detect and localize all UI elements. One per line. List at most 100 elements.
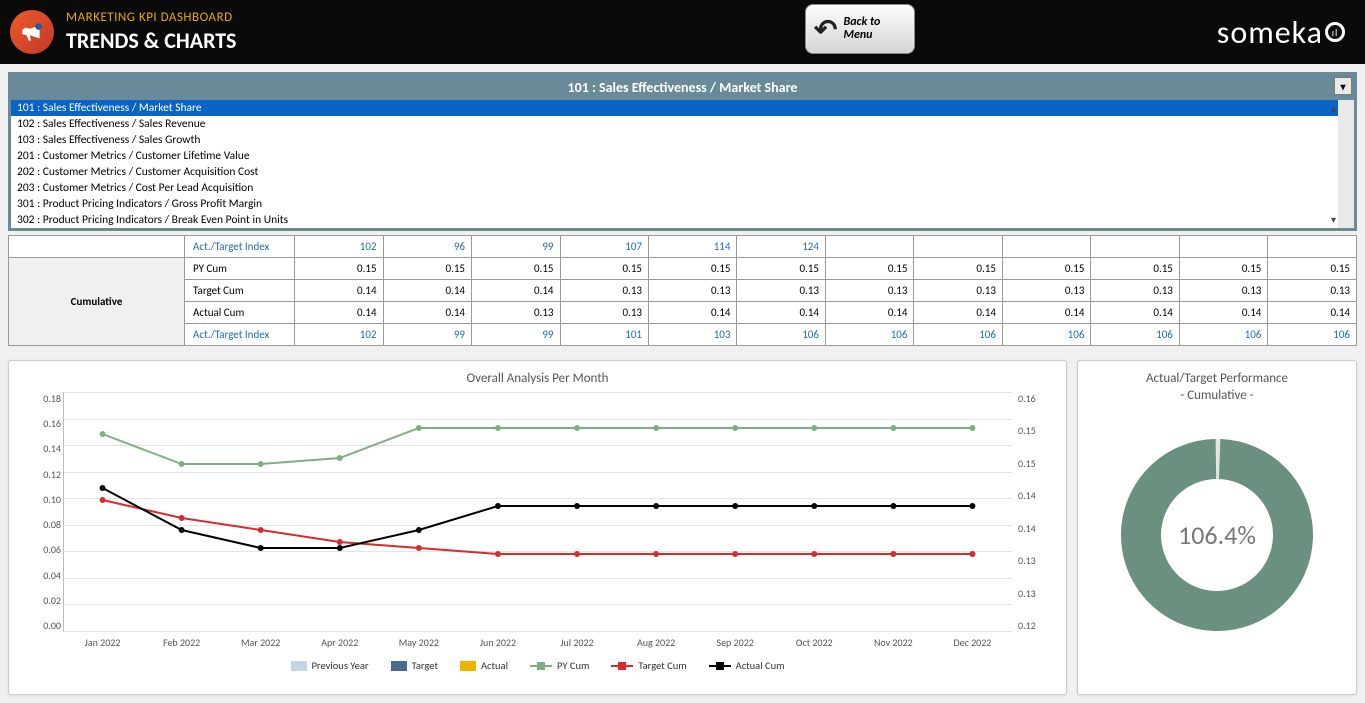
table-cell: [1091, 236, 1179, 258]
table-cell: 106: [737, 324, 825, 346]
table-cell: 0.14: [1091, 302, 1179, 324]
table-cell: 0.14: [914, 302, 1002, 324]
table-cell: 0.15: [737, 258, 825, 280]
table-cell: 0.13: [737, 280, 825, 302]
table-cell: [1179, 236, 1267, 258]
scroll-up-icon[interactable]: ▴: [1331, 102, 1336, 115]
table-cell: 0.13: [1179, 280, 1267, 302]
group-label: Cumulative: [9, 258, 185, 346]
row-label: Act./Target Index: [185, 236, 295, 258]
table-cell: 106: [1002, 324, 1090, 346]
table-row: Act./Target Index10299991011031061061061…: [9, 324, 1357, 346]
table-cell: 0.14: [383, 280, 471, 302]
table-cell: [825, 236, 913, 258]
table-cell: 106: [1268, 324, 1357, 346]
table-cell: 0.14: [472, 280, 560, 302]
table-cell: 0.14: [1002, 302, 1090, 324]
megaphone-icon: [19, 19, 45, 45]
x-tick: Jun 2022: [458, 636, 537, 649]
table-cell: [914, 236, 1002, 258]
cumulative-table: Act./Target Index1029699107114124Cumulat…: [8, 235, 1357, 346]
legend-item: Previous Year: [291, 659, 369, 672]
kpi-option[interactable]: 302 : Product Pricing Indicators / Break…: [11, 212, 1338, 228]
x-tick: Aug 2022: [617, 636, 696, 649]
dashboard-title: MARKETING KPI DASHBOARD: [66, 10, 236, 25]
table-cell: 124: [737, 236, 825, 258]
kpi-dropdown-list[interactable]: ▴ ▾ 101 : Sales Effectiveness / Market S…: [11, 100, 1354, 228]
x-tick: Sep 2022: [696, 636, 775, 649]
x-tick: Jul 2022: [537, 636, 616, 649]
table-cell: [1002, 236, 1090, 258]
header-bar: MARKETING KPI DASHBOARD TRENDS & CHARTS …: [0, 0, 1365, 64]
kpi-selector-header[interactable]: 101 : Sales Effectiveness / Market Share…: [11, 75, 1354, 100]
kpi-selector: 101 : Sales Effectiveness / Market Share…: [8, 72, 1357, 231]
table-row: Actual Cum0.140.140.130.130.140.140.140.…: [9, 302, 1357, 324]
table-cell: 0.13: [1268, 280, 1357, 302]
brand-logo: someka ıl: [1217, 13, 1345, 52]
table-cell: 0.15: [1268, 258, 1357, 280]
back-button-label: Back to Menu: [843, 16, 880, 42]
table-cell: 0.15: [825, 258, 913, 280]
table-cell: 99: [472, 236, 560, 258]
chart-title: Overall Analysis Per Month: [23, 371, 1052, 386]
table-cell: 0.15: [1179, 258, 1267, 280]
kpi-option[interactable]: 201 : Customer Metrics / Customer Lifeti…: [11, 148, 1338, 164]
chart-panels: Overall Analysis Per Month 0.180.160.140…: [8, 360, 1357, 695]
table-cell: 0.15: [472, 258, 560, 280]
table-cell: [1268, 236, 1357, 258]
back-to-menu-button[interactable]: ↶ Back to Menu: [805, 4, 915, 54]
table-cell: 0.15: [648, 258, 736, 280]
x-tick: Feb 2022: [142, 636, 221, 649]
right-y-axis: 0.160.150.150.140.140.130.130.12: [1018, 392, 1054, 632]
chart-legend: Previous YearTargetActualPY CumTarget Cu…: [23, 659, 1052, 672]
legend-item: Target Cum: [611, 659, 686, 672]
overall-analysis-chart: Overall Analysis Per Month 0.180.160.140…: [8, 360, 1067, 695]
table-cell: 0.14: [1268, 302, 1357, 324]
table-cell: 0.13: [472, 302, 560, 324]
logo-badge: [10, 10, 54, 54]
table-row: Target Cum0.140.140.140.130.130.130.130.…: [9, 280, 1357, 302]
donut-chart: 106.4%: [1117, 435, 1317, 635]
scroll-down-icon[interactable]: ▾: [1331, 213, 1336, 226]
table-cell: 0.15: [1002, 258, 1090, 280]
table-cell: 0.15: [914, 258, 1002, 280]
legend-item: Target: [391, 659, 438, 672]
table-cell: 0.14: [1179, 302, 1267, 324]
table-cell: 0.13: [825, 280, 913, 302]
table-cell: 103: [648, 324, 736, 346]
table-row: Act./Target Index1029699107114124: [9, 236, 1357, 258]
row-label: Actual Cum: [185, 302, 295, 324]
kpi-option[interactable]: 103 : Sales Effectiveness / Sales Growth: [11, 132, 1338, 148]
line-target_cum: [103, 500, 973, 554]
x-tick: Dec 2022: [933, 636, 1012, 649]
table-cell: 0.14: [648, 302, 736, 324]
row-label: Act./Target Index: [185, 324, 295, 346]
table-cell: 106: [825, 324, 913, 346]
row-label: Target Cum: [185, 280, 295, 302]
x-tick: Nov 2022: [854, 636, 933, 649]
performance-donut-panel: Actual/Target Performance - Cumulative -…: [1077, 360, 1357, 695]
x-tick: Mar 2022: [221, 636, 300, 649]
x-tick: May 2022: [379, 636, 458, 649]
kpi-option[interactable]: 203 : Customer Metrics / Cost Per Lead A…: [11, 180, 1338, 196]
table-cell: 99: [472, 324, 560, 346]
dropdown-arrow-icon[interactable]: ▾: [1334, 77, 1352, 95]
table-cell: 96: [383, 236, 471, 258]
kpi-option[interactable]: 102 : Sales Effectiveness / Sales Revenu…: [11, 116, 1338, 132]
kpi-option[interactable]: 301 : Product Pricing Indicators / Gross…: [11, 196, 1338, 212]
table-cell: 101: [560, 324, 648, 346]
table-cell: 0.13: [648, 280, 736, 302]
donut-title: Actual/Target Performance - Cumulative -: [1146, 371, 1288, 405]
page-title: TRENDS & CHARTS: [66, 27, 236, 54]
table-cell: 0.15: [1091, 258, 1179, 280]
table-cell: 99: [383, 324, 471, 346]
legend-item: Actual: [460, 659, 508, 672]
header-titles: MARKETING KPI DASHBOARD TRENDS & CHARTS: [66, 10, 236, 54]
table-cell: 0.13: [560, 302, 648, 324]
table-cell: 0.13: [1002, 280, 1090, 302]
kpi-option[interactable]: 202 : Customer Metrics / Customer Acquis…: [11, 164, 1338, 180]
table-cell: 106: [914, 324, 1002, 346]
table-cell: 106: [1179, 324, 1267, 346]
table-cell: 0.13: [1091, 280, 1179, 302]
kpi-option[interactable]: 101 : Sales Effectiveness / Market Share: [11, 100, 1338, 116]
